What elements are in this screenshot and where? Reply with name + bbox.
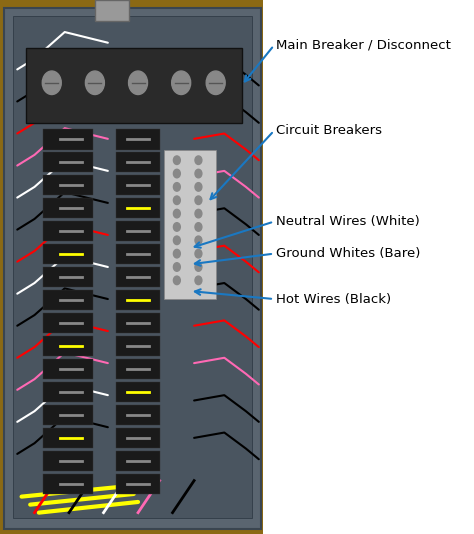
FancyBboxPatch shape (117, 474, 160, 494)
Circle shape (195, 223, 202, 231)
FancyBboxPatch shape (43, 175, 93, 195)
FancyBboxPatch shape (43, 221, 93, 241)
FancyBboxPatch shape (95, 0, 129, 21)
Text: Hot Wires (Black): Hot Wires (Black) (276, 293, 391, 305)
FancyBboxPatch shape (43, 198, 93, 218)
Circle shape (195, 156, 202, 164)
Circle shape (206, 71, 225, 95)
FancyBboxPatch shape (4, 8, 261, 529)
FancyBboxPatch shape (117, 267, 160, 287)
FancyBboxPatch shape (43, 290, 93, 310)
Circle shape (195, 183, 202, 191)
Circle shape (173, 169, 180, 178)
Circle shape (195, 263, 202, 271)
FancyBboxPatch shape (117, 221, 160, 241)
Circle shape (85, 71, 104, 95)
Circle shape (195, 209, 202, 218)
FancyBboxPatch shape (117, 428, 160, 448)
FancyBboxPatch shape (43, 152, 93, 172)
FancyBboxPatch shape (117, 336, 160, 356)
Text: Ground Whites (Bare): Ground Whites (Bare) (276, 247, 420, 260)
FancyBboxPatch shape (43, 474, 93, 494)
FancyBboxPatch shape (117, 175, 160, 195)
Circle shape (173, 263, 180, 271)
FancyBboxPatch shape (164, 150, 216, 299)
Text: Circuit Breakers: Circuit Breakers (276, 124, 382, 137)
Circle shape (173, 249, 180, 258)
FancyBboxPatch shape (117, 359, 160, 379)
Circle shape (128, 71, 147, 95)
FancyBboxPatch shape (26, 48, 242, 123)
FancyBboxPatch shape (43, 405, 93, 425)
FancyBboxPatch shape (43, 428, 93, 448)
Circle shape (173, 276, 180, 285)
FancyBboxPatch shape (0, 0, 263, 534)
Circle shape (195, 249, 202, 258)
FancyBboxPatch shape (43, 451, 93, 471)
Circle shape (195, 276, 202, 285)
FancyBboxPatch shape (117, 382, 160, 402)
Circle shape (173, 223, 180, 231)
FancyBboxPatch shape (117, 451, 160, 471)
FancyBboxPatch shape (117, 129, 160, 150)
Circle shape (173, 156, 180, 164)
FancyBboxPatch shape (117, 244, 160, 264)
Circle shape (173, 196, 180, 205)
Text: Main Breaker / Disconnect: Main Breaker / Disconnect (276, 39, 451, 52)
FancyBboxPatch shape (43, 359, 93, 379)
Circle shape (173, 236, 180, 245)
Circle shape (195, 196, 202, 205)
Circle shape (173, 209, 180, 218)
FancyBboxPatch shape (117, 198, 160, 218)
FancyBboxPatch shape (117, 313, 160, 333)
Text: Neutral Wires (White): Neutral Wires (White) (276, 215, 420, 228)
FancyBboxPatch shape (43, 313, 93, 333)
FancyBboxPatch shape (43, 129, 93, 150)
FancyBboxPatch shape (43, 267, 93, 287)
FancyBboxPatch shape (117, 152, 160, 172)
Circle shape (173, 183, 180, 191)
FancyBboxPatch shape (43, 336, 93, 356)
FancyBboxPatch shape (43, 244, 93, 264)
FancyBboxPatch shape (117, 290, 160, 310)
FancyBboxPatch shape (43, 382, 93, 402)
Circle shape (172, 71, 191, 95)
Circle shape (42, 71, 61, 95)
Circle shape (195, 236, 202, 245)
FancyBboxPatch shape (13, 16, 252, 518)
FancyBboxPatch shape (117, 405, 160, 425)
Circle shape (195, 169, 202, 178)
